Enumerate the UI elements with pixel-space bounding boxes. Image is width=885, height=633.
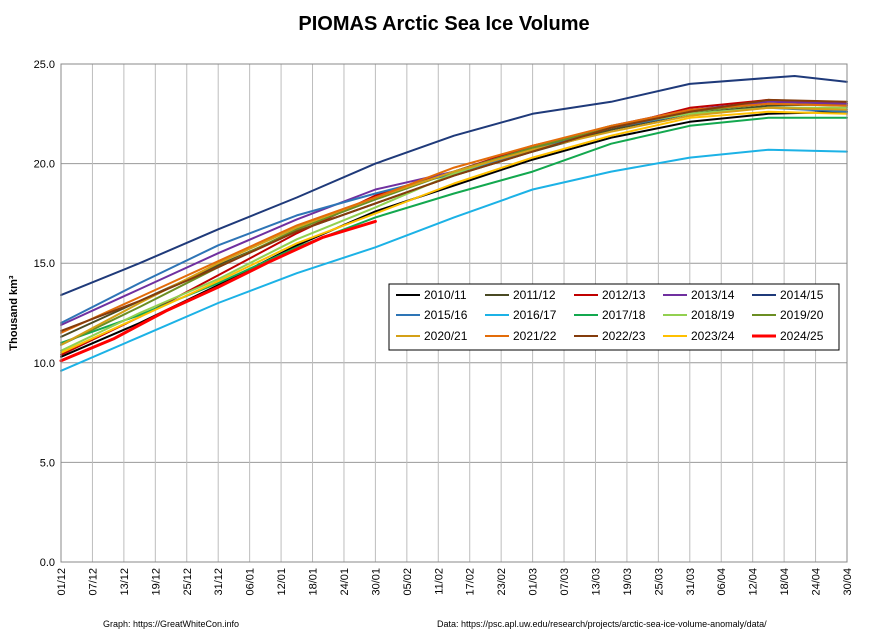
- legend: 2010/11 2011/12 2012/13 2013/14 2014/15 2015/…: [388, 283, 840, 351]
- plot-area-border: [60, 63, 848, 563]
- x-tick-label: 31/03: [685, 568, 697, 596]
- x-tick-label: 07/03: [559, 568, 571, 596]
- x-tick-label: 06/04: [716, 568, 728, 596]
- series-line-2018-19: [60, 106, 848, 352]
- y-tick-labels: 0.0 5.0 10.0 15.0 20.0 25.0: [34, 59, 55, 569]
- x-tick-label: 24/01: [339, 568, 351, 596]
- legend-label: 2017/18: [602, 308, 646, 322]
- x-tick-label: 19/03: [622, 568, 634, 596]
- legend-label: 2016/17: [513, 308, 557, 322]
- legend-label: 2019/20: [780, 308, 824, 322]
- x-tick-label: 23/02: [496, 568, 508, 596]
- x-tick-label: 13/12: [119, 568, 131, 596]
- x-tick-label: 18/01: [308, 568, 320, 596]
- x-tick-label: 17/02: [465, 568, 477, 596]
- data-source-credit: Data: https://psc.apl.uw.edu/research/pr…: [437, 619, 767, 629]
- legend-label: 2020/21: [424, 329, 468, 343]
- legend-label: 2022/23: [602, 329, 646, 343]
- x-tick-label: 01/12: [56, 568, 68, 596]
- legend-label: 2010/11: [424, 288, 467, 302]
- series-lines: [59, 75, 848, 372]
- x-tick-label: 25/03: [653, 568, 665, 596]
- x-tick-label: 24/04: [811, 568, 823, 596]
- y-tick-label: 10.0: [34, 358, 55, 370]
- x-tick-label: 11/02: [433, 568, 445, 595]
- x-tick-label: 05/02: [402, 568, 414, 596]
- x-tick-label: 30/04: [842, 568, 854, 596]
- x-tick-labels: 01/12 07/12 13/12 19/12 25/12 31/12 06/01 12/01…: [56, 568, 854, 596]
- series-line-2016-17: [60, 148, 848, 372]
- y-tick-label: 15.0: [34, 258, 55, 270]
- series-line-2022-23: [60, 98, 848, 332]
- legend-label: 2014/15: [780, 288, 824, 302]
- chart-title: PIOMAS Arctic Sea Ice Volume: [298, 13, 589, 35]
- x-tick-label: 31/12: [213, 568, 225, 596]
- series-line-2024-25: [59, 219, 377, 363]
- y-tick-label: 5.0: [40, 457, 55, 469]
- legend-label: 2018/19: [691, 308, 735, 322]
- x-tick-label: 01/03: [528, 568, 540, 596]
- y-tick-label: 25.0: [34, 59, 55, 71]
- x-tick-label: 18/04: [779, 568, 791, 596]
- legend-label: 2015/16: [424, 308, 468, 322]
- x-tick-label: 13/03: [590, 568, 602, 596]
- x-tick-label: 06/01: [245, 568, 257, 596]
- series-line-2014-15: [60, 75, 848, 297]
- y-axis-label: Thousand km³: [8, 275, 20, 351]
- legend-label: 2024/25: [780, 329, 824, 343]
- x-tick-label: 30/01: [370, 568, 382, 596]
- x-tick-label: 07/12: [87, 568, 99, 596]
- legend-label: 2012/13: [602, 288, 646, 302]
- series-line-2023-24: [60, 110, 848, 354]
- series-line-2020-21: [60, 106, 848, 346]
- x-tick-label: 12/04: [748, 568, 760, 596]
- y-tick-label: 0.0: [40, 557, 55, 569]
- x-tick-label: 12/01: [276, 568, 288, 596]
- y-tick-label: 20.0: [34, 159, 55, 171]
- legend-label: 2023/24: [691, 329, 735, 343]
- legend-label: 2013/14: [691, 288, 735, 302]
- x-tick-label: 19/12: [150, 568, 162, 596]
- legend-label: 2011/12: [513, 288, 556, 302]
- legend-label: 2021/22: [513, 329, 557, 343]
- x-tick-label: 25/12: [182, 568, 194, 596]
- graph-credit: Graph: https://GreatWhiteCon.info: [103, 619, 239, 629]
